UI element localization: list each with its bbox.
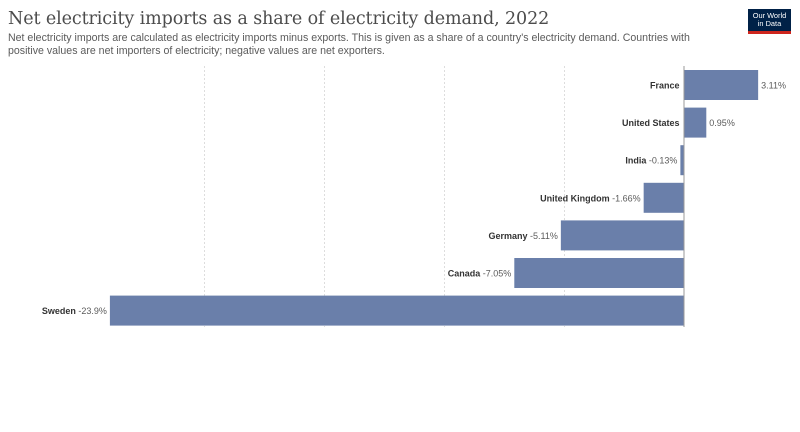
value-label: -1.66%	[612, 193, 641, 203]
category-label: France	[650, 81, 680, 91]
logo-line-1: Our World	[752, 10, 787, 20]
owid-logo[interactable]: Our World in Data	[748, 9, 791, 34]
value-label: -5.11%	[530, 231, 558, 241]
chart-subtitle: Net electricity imports are calculated a…	[8, 32, 690, 57]
category-label: Canada	[448, 269, 483, 279]
bar[interactable]	[560, 220, 684, 251]
bar[interactable]	[680, 145, 684, 176]
category-label: United Kingdom	[540, 193, 612, 203]
category-label: United States	[622, 118, 680, 128]
bar[interactable]	[514, 258, 684, 288]
value-label: -7.05%	[483, 269, 512, 279]
bar[interactable]	[109, 295, 684, 326]
bar[interactable]	[643, 182, 684, 213]
bar-label: India -0.13%	[625, 156, 677, 166]
bar[interactable]	[683, 107, 707, 138]
bar-label: Germany -5.11%	[488, 231, 557, 241]
category-label: India	[625, 156, 649, 166]
bar-label: United Kingdom -1.66%	[540, 193, 641, 203]
value-label: -23.9%	[78, 306, 107, 316]
category-label: Sweden	[42, 306, 79, 316]
bar-label: Sweden -23.9%	[42, 306, 107, 316]
logo-line-2: in Data	[757, 19, 782, 28]
category-label: Germany	[488, 231, 530, 241]
value-label: 0.95%	[709, 118, 735, 128]
bar-label: Canada -7.05%	[448, 269, 512, 279]
value-label: -0.13%	[649, 156, 678, 166]
bar[interactable]	[683, 70, 759, 100]
value-label: 3.11%	[761, 81, 786, 91]
chart-title: Net electricity imports as a share of el…	[8, 9, 550, 29]
